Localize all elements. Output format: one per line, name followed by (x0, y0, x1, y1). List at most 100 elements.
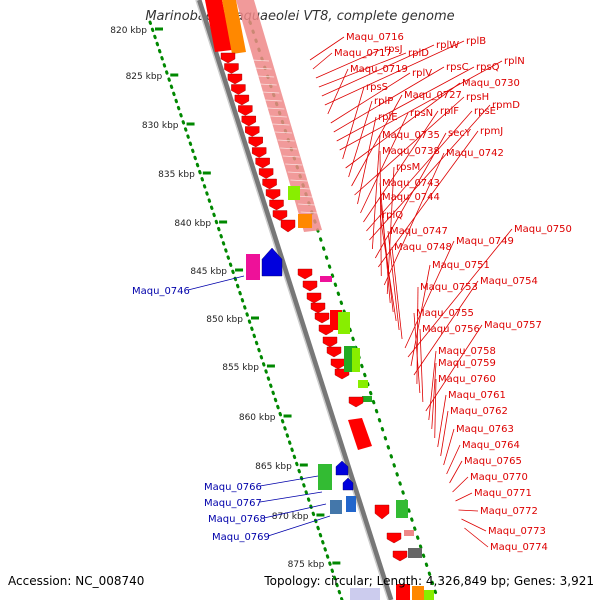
gene-arrow-ribosomal[interactable] (245, 126, 260, 137)
gene-arrow-mid[interactable] (306, 292, 322, 304)
gene-label-Maqu_0768[interactable]: Maqu_0768 (208, 514, 266, 525)
gene-label-Maqu_0756[interactable]: Maqu_0756 (422, 324, 480, 335)
gene-label-Maqu_0719[interactable]: Maqu_0719 (350, 64, 408, 75)
gene-Maqu_0769[interactable] (330, 500, 342, 514)
gene-arrow-mid[interactable] (330, 358, 346, 370)
gene-Maqu_0768[interactable] (342, 477, 354, 491)
gene-label-Maqu_0749[interactable]: Maqu_0749 (456, 236, 514, 247)
gene-arrow-ribosomal[interactable] (224, 63, 239, 74)
gene-bottom-grey-blue[interactable] (350, 588, 380, 600)
gene-label-rpsC[interactable]: rpsC (446, 62, 469, 73)
gene-arrow-ribosomal[interactable] (258, 168, 274, 179)
gene-Maqu_0771[interactable] (396, 500, 408, 518)
gene-label-Maqu_0760[interactable]: Maqu_0760 (438, 374, 496, 385)
gene-Maqu_0762[interactable] (362, 396, 372, 402)
gene-arrow-ribosomal[interactable] (220, 52, 236, 64)
gene-label-Maqu_0738[interactable]: Maqu_0738 (382, 146, 440, 157)
gene-arrow-ribosomal[interactable] (251, 147, 267, 158)
gene-label-Maqu_0757[interactable]: Maqu_0757 (484, 320, 542, 331)
gene-arrow-mid[interactable] (326, 346, 342, 358)
gene-bottom-orange[interactable] (412, 586, 424, 600)
gene-Maqu_0716[interactable] (205, 0, 232, 52)
gene-secY[interactable] (288, 186, 300, 200)
gene-label-Maqu_0750[interactable]: Maqu_0750 (514, 224, 572, 235)
gene-label-Maqu_0747[interactable]: Maqu_0747 (390, 226, 448, 237)
gene-label-rplN[interactable]: rplN (504, 56, 525, 67)
gene-arrow-ribosomal[interactable] (231, 84, 246, 95)
gene-label-Maqu_0753[interactable]: Maqu_0753 (420, 282, 478, 293)
gene-label-rplV[interactable]: rplV (412, 68, 432, 79)
gene-label-Maqu_0770[interactable]: Maqu_0770 (470, 472, 528, 483)
gene-Maqu_0766[interactable] (318, 464, 332, 490)
gene-arrow-mid[interactable] (314, 312, 330, 324)
gene-label-Maqu_0717[interactable]: Maqu_0717 (334, 48, 392, 59)
gene-bottom-red[interactable] (396, 584, 410, 600)
gene-label-Maqu_0767[interactable]: Maqu_0767 (204, 498, 262, 509)
gene-label-Maqu_0774[interactable]: Maqu_0774 (490, 542, 548, 553)
gene-label-secY[interactable]: secY (448, 128, 472, 139)
gene-label-Maqu_0766[interactable]: Maqu_0766 (204, 482, 262, 493)
gene-label-Maqu_0758[interactable]: Maqu_0758 (438, 346, 496, 357)
gene-label-Maqu_0773[interactable]: Maqu_0773 (488, 526, 546, 537)
gene-label-rplB[interactable]: rplB (466, 36, 486, 47)
gene-label-rpsQ[interactable]: rpsQ (476, 62, 500, 73)
gene-label-Maqu_0748[interactable]: Maqu_0748 (394, 242, 452, 253)
gene-arrow-ribosomal[interactable] (255, 157, 270, 169)
gene-block-grey[interactable] (408, 548, 422, 558)
gene-label-Maqu_0762[interactable]: Maqu_0762 (450, 406, 508, 417)
gene-arrow-mid[interactable] (302, 280, 318, 292)
gene-label-Maqu_0765[interactable]: Maqu_0765 (464, 456, 522, 467)
gene-arrow-ribosomal[interactable] (272, 210, 288, 221)
gene-label-Maqu_0743[interactable]: Maqu_0743 (382, 178, 440, 189)
gene-Maqu_0772[interactable] (404, 530, 414, 536)
gene-label-rpsM[interactable]: rpsM (396, 162, 420, 173)
gene-label-Maqu_0761[interactable]: Maqu_0761 (448, 390, 506, 401)
gene-label-Maqu_0730[interactable]: Maqu_0730 (462, 78, 520, 89)
gene-Maqu_0747[interactable] (320, 276, 332, 282)
gene-Maqu_0763[interactable] (348, 396, 364, 408)
gene-Maqu_0759[interactable] (352, 348, 360, 372)
gene-label-rpsN[interactable]: rpsN (410, 108, 433, 119)
gene-rplQ[interactable] (298, 214, 312, 228)
gene-arrow-ribosomal[interactable] (241, 115, 256, 127)
gene-arrow-mid[interactable] (297, 268, 313, 280)
gene-label-rplQ[interactable]: rplQ (382, 210, 403, 221)
gene-arrow-ribosomal[interactable] (265, 189, 281, 200)
gene-label-Maqu_0759[interactable]: Maqu_0759 (438, 358, 496, 369)
gene-label-rpmJ[interactable]: rpmJ (480, 126, 503, 137)
gene-label-Maqu_0751[interactable]: Maqu_0751 (432, 260, 490, 271)
gene-Maqu_0773[interactable] (386, 532, 402, 544)
gene-arrow-ribosomal[interactable] (238, 105, 253, 116)
gene-Maqu_0761[interactable] (358, 380, 368, 388)
gene-Maqu_0767[interactable] (335, 460, 349, 476)
gene-label-Maqu_0735[interactable]: Maqu_0735 (382, 130, 440, 141)
gene-block-magenta[interactable] (246, 254, 260, 280)
gene-label-rpsJ[interactable]: rpsJ (384, 44, 403, 55)
gene-arrow-ribosomal[interactable] (227, 73, 243, 85)
gene-Maqu_0717[interactable] (222, 0, 246, 54)
gene-Maqu_0746[interactable] (261, 247, 283, 277)
gene-label-Maqu_0716[interactable]: Maqu_0716 (346, 32, 404, 43)
gene-label-Maqu_0744[interactable]: Maqu_0744 (382, 192, 440, 203)
gene-label-Maqu_0771[interactable]: Maqu_0771 (474, 488, 532, 499)
gene-Maqu_0744[interactable] (280, 219, 296, 233)
gene-label-Maqu_0742[interactable]: Maqu_0742 (446, 148, 504, 159)
gene-Maqu_0764[interactable] (348, 418, 372, 450)
gene-label-Maqu_0727[interactable]: Maqu_0727 (404, 90, 462, 101)
gene-Maqu_0770[interactable] (374, 504, 390, 520)
rrna-band[interactable] (236, 0, 322, 232)
gene-Maqu_0755[interactable] (338, 312, 350, 334)
gene-label-rpsH[interactable]: rpsH (466, 92, 489, 103)
gene-arrow-ribosomal[interactable] (234, 94, 250, 106)
gene-label-rpsS[interactable]: rpsS (366, 82, 388, 93)
gene-arrow-ribosomal[interactable] (269, 199, 284, 211)
gene-label-rplP[interactable]: rplP (374, 96, 393, 107)
gene-block-blue[interactable] (346, 496, 356, 512)
gene-label-rplW[interactable]: rplW (436, 40, 459, 51)
gene-label-Maqu_0755[interactable]: Maqu_0755 (416, 308, 474, 319)
gene-label-Maqu_0769[interactable]: Maqu_0769 (212, 532, 270, 543)
gene-label-rplF[interactable]: rplF (440, 106, 459, 117)
gene-label-rplE[interactable]: rplE (378, 112, 398, 123)
gene-label-Maqu_0746[interactable]: Maqu_0746 (132, 286, 190, 297)
gene-arrow-ribosomal[interactable] (248, 136, 263, 148)
